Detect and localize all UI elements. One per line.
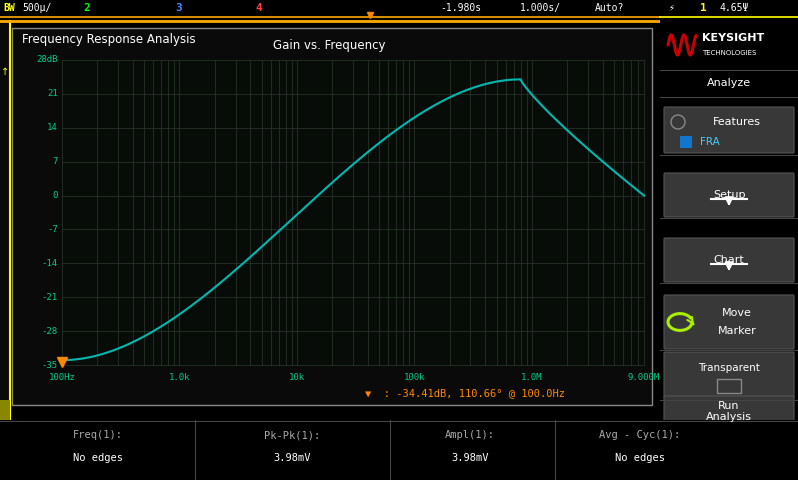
Bar	[660, 20, 798, 70]
Text: Chart: Chart	[713, 255, 745, 265]
Text: 28dB: 28dB	[37, 56, 58, 64]
FancyBboxPatch shape	[664, 295, 794, 349]
Text: -21: -21	[41, 293, 58, 302]
Text: ▼  : -34.41dB, 110.66° @ 100.0Hz: ▼ : -34.41dB, 110.66° @ 100.0Hz	[365, 388, 565, 398]
Text: Freq(1):: Freq(1):	[73, 430, 123, 440]
Text: 2: 2	[83, 3, 89, 13]
Text: 4: 4	[255, 3, 262, 13]
Bar	[717, 379, 741, 393]
FancyBboxPatch shape	[664, 352, 794, 398]
Text: 100Hz: 100Hz	[49, 373, 76, 382]
Text: Analysis: Analysis	[706, 412, 752, 422]
Text: 1.000s/: 1.000s/	[520, 3, 561, 13]
Text: Avg - Cyc(1):: Avg - Cyc(1):	[599, 430, 681, 440]
Text: 9.000M: 9.000M	[628, 373, 660, 382]
Text: Transparent: Transparent	[698, 363, 760, 373]
Text: 1: 1	[700, 3, 707, 13]
Text: Move: Move	[722, 308, 752, 318]
Bar	[0, 20, 10, 420]
Text: Pk-Pk(1):: Pk-Pk(1):	[264, 430, 320, 440]
Text: 4.65Ψ: 4.65Ψ	[720, 3, 749, 13]
Text: KEYSIGHT: KEYSIGHT	[702, 33, 764, 43]
Text: BW: BW	[3, 3, 14, 13]
Text: TECHNOLOGIES: TECHNOLOGIES	[702, 50, 757, 56]
Text: 21: 21	[47, 89, 58, 98]
Text: No edges: No edges	[615, 453, 665, 463]
Text: Run: Run	[718, 401, 740, 411]
Text: Gain vs. Frequency: Gain vs. Frequency	[274, 39, 386, 52]
Text: Setup: Setup	[713, 190, 745, 200]
Text: 10k: 10k	[289, 373, 305, 382]
Text: 3: 3	[175, 3, 182, 13]
Text: Marker: Marker	[717, 326, 757, 336]
Text: 1.0M: 1.0M	[521, 373, 543, 382]
Text: 7: 7	[53, 157, 58, 166]
Text: Analyze: Analyze	[707, 78, 751, 88]
Text: 500μ/: 500μ/	[22, 3, 51, 13]
Text: 1.0k: 1.0k	[168, 373, 190, 382]
Text: ⚡: ⚡	[668, 3, 674, 13]
Bar	[0, 400, 10, 420]
Text: -14: -14	[41, 259, 58, 268]
Text: -28: -28	[41, 326, 58, 336]
Text: Frequency Response Analysis: Frequency Response Analysis	[22, 34, 196, 47]
Bar	[680, 136, 692, 148]
Text: 0: 0	[53, 191, 58, 200]
FancyBboxPatch shape	[664, 238, 794, 282]
Text: ↑: ↑	[1, 67, 9, 77]
Text: FRA: FRA	[700, 137, 720, 147]
FancyBboxPatch shape	[664, 107, 794, 153]
Text: No edges: No edges	[73, 453, 123, 463]
Text: Auto?: Auto?	[595, 3, 624, 13]
Text: 100k: 100k	[404, 373, 425, 382]
Text: -35: -35	[41, 360, 58, 370]
Text: -7: -7	[47, 225, 58, 234]
FancyBboxPatch shape	[664, 173, 794, 217]
Text: 3.98mV: 3.98mV	[273, 453, 310, 463]
Bar	[62, 60, 644, 365]
FancyBboxPatch shape	[664, 396, 794, 424]
Text: Ampl(1):: Ampl(1):	[445, 430, 495, 440]
Text: -1.980s: -1.980s	[440, 3, 481, 13]
Text: 14: 14	[47, 123, 58, 132]
Text: Features: Features	[713, 117, 761, 127]
Text: 3.98mV: 3.98mV	[451, 453, 488, 463]
